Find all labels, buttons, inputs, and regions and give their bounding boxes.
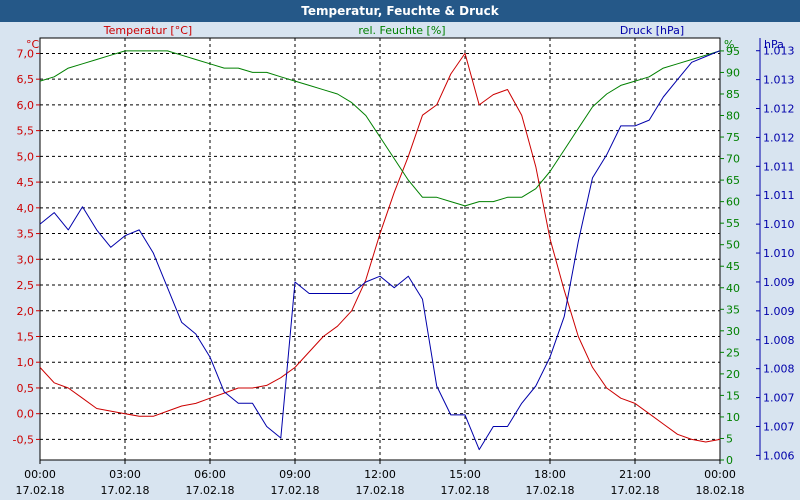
temperature-legend: Temperatur [°C] [103, 24, 192, 37]
humidity-tick-label: 70 [726, 153, 740, 166]
humidity-tick-label: 40 [726, 282, 740, 295]
pressure-tick-label: 1.012 [763, 131, 795, 144]
temperature-tick-label: 2,5 [17, 279, 35, 292]
date-tick-label: 17.02.18 [441, 484, 490, 497]
temperature-tick-label: 3,5 [17, 228, 35, 241]
pressure-tick-label: 1.009 [763, 276, 795, 289]
chart-canvas: -0,5 0,0 0,5 1,0 1,5 2,0 2,5 3,0 3,5 4,0 4,5 5,0 5,5… [13, 24, 795, 497]
time-tick-label: 12:00 [364, 468, 396, 481]
humidity-tick-label: 35 [726, 303, 740, 316]
temperature-tick-label: 5,0 [17, 150, 35, 163]
pressure-axis: 1.006 1.007 1.007 1.008 1.008 1.009 1.009 1.010… [756, 38, 795, 462]
humidity-series-line [39, 50, 721, 207]
temperature-tick-label: 0,5 [17, 382, 35, 395]
pressure-tick-label: 1.008 [763, 334, 795, 347]
pressure-tick-label: 1.011 [763, 189, 795, 202]
humidity-tick-label: 45 [726, 260, 740, 273]
humidity-tick-label: 25 [726, 346, 740, 359]
temperature-tick-label: 6,5 [17, 73, 35, 86]
humidity-unit: % [724, 38, 734, 51]
temperature-tick-label: 4,0 [17, 202, 35, 215]
temperature-tick-label: 1,0 [17, 356, 35, 369]
date-tick-label: 17.02.18 [526, 484, 575, 497]
humidity-tick-label: 60 [726, 196, 740, 209]
temperature-tick-label: 5,5 [17, 125, 35, 138]
temperature-tick-label: 6,0 [17, 99, 35, 112]
temperature-tick-label: 4,5 [17, 176, 35, 189]
humidity-tick-label: 5 [726, 432, 733, 445]
time-axis: 00:00 17.02.18 03:00 17.02.18 06:00 17.02.18 0… [16, 460, 745, 497]
window-title: Temperatur, Feuchte & Druck [0, 0, 800, 22]
pressure-tick-label: 1.012 [763, 103, 795, 116]
time-tick-label: 00:00 [24, 468, 56, 481]
date-tick-label: 18.02.18 [696, 484, 745, 497]
pressure-tick-label: 1.010 [763, 247, 795, 260]
temperature-tick-label: 2,0 [17, 305, 35, 318]
humidity-tick-label: 10 [726, 411, 740, 424]
time-tick-label: 00:00 [704, 468, 736, 481]
date-tick-label: 17.02.18 [101, 484, 150, 497]
humidity-axis: 0 5 10 15 20 25 30 35 40 45 50 55 60 65 70 75 80 85 90 95 [720, 45, 740, 467]
humidity-tick-label: 50 [726, 239, 740, 252]
humidity-tick-label: 65 [726, 174, 740, 187]
humidity-tick-label: 75 [726, 131, 740, 144]
pressure-series-line [39, 50, 721, 451]
pressure-tick-label: 1.010 [763, 218, 795, 231]
date-tick-label: 17.02.18 [186, 484, 235, 497]
pressure-tick-label: 1.011 [763, 160, 795, 173]
pressure-tick-label: 1.008 [763, 363, 795, 376]
humidity-tick-label: 85 [726, 88, 740, 101]
date-tick-label: 17.02.18 [611, 484, 660, 497]
time-tick-label: 15:00 [449, 468, 481, 481]
pressure-tick-label: 1.007 [763, 420, 795, 433]
temperature-tick-label: 1,5 [17, 330, 35, 343]
humidity-tick-label: 30 [726, 325, 740, 338]
date-tick-label: 17.02.18 [271, 484, 320, 497]
pressure-tick-label: 1.013 [763, 45, 795, 58]
temperature-axis: -0,5 0,0 0,5 1,0 1,5 2,0 2,5 3,0 3,5 4,0 4,5 5,0 5,5… [13, 47, 40, 446]
humidity-tick-label: 15 [726, 389, 740, 402]
humidity-tick-label: 95 [726, 45, 740, 58]
humidity-tick-label: 90 [726, 66, 740, 79]
pressure-tick-label: 1.013 [763, 74, 795, 87]
temperature-tick-label: 3,0 [17, 253, 35, 266]
humidity-legend: rel. Feuchte [%] [358, 24, 445, 37]
humidity-tick-label: 0 [726, 454, 733, 467]
humidity-tick-label: 80 [726, 110, 740, 123]
time-tick-label: 21:00 [619, 468, 651, 481]
time-tick-label: 06:00 [194, 468, 226, 481]
date-tick-label: 17.02.18 [356, 484, 405, 497]
humidity-tick-label: 20 [726, 368, 740, 381]
pressure-tick-label: 1.009 [763, 305, 795, 318]
time-tick-label: 03:00 [109, 468, 141, 481]
time-tick-label: 09:00 [279, 468, 311, 481]
date-tick-label: 17.02.18 [16, 484, 65, 497]
temperature-unit: °C [26, 38, 40, 51]
temperature-tick-label: -0,5 [13, 433, 34, 446]
pressure-tick-label: 1.007 [763, 392, 795, 405]
temperature-series-line [39, 52, 721, 443]
pressure-unit: hPa [764, 38, 784, 51]
humidity-tick-label: 55 [726, 217, 740, 230]
series-lines [39, 50, 721, 451]
grid [40, 38, 720, 460]
pressure-legend: Druck [hPa] [620, 24, 684, 37]
pressure-tick-label: 1.006 [763, 449, 795, 462]
time-tick-label: 18:00 [534, 468, 566, 481]
temperature-tick-label: 7,0 [17, 47, 35, 60]
temperature-tick-label: 0,0 [17, 408, 35, 421]
